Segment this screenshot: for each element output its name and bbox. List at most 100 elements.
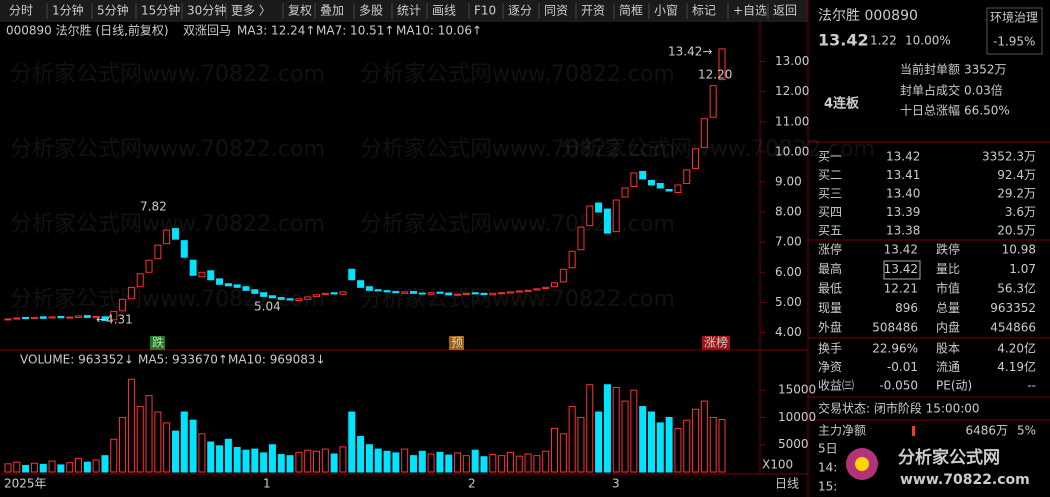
toolbar-button[interactable]: 叠加 xyxy=(320,4,344,18)
stat-label: 外盘 xyxy=(818,320,842,335)
candle xyxy=(189,259,197,276)
candle xyxy=(462,292,470,296)
toolbar-button[interactable]: 1分钟 xyxy=(52,3,84,18)
toolbar-button[interactable]: +自选 xyxy=(733,4,767,18)
price-annotation: ←4.31 xyxy=(96,313,133,327)
toolbar-button[interactable]: 同资 xyxy=(544,4,568,18)
toolbar-button[interactable]: 15分钟 xyxy=(141,3,180,18)
candle xyxy=(348,268,356,281)
candle xyxy=(418,292,426,295)
signal-marker: 预 xyxy=(451,336,463,350)
candle xyxy=(251,289,259,294)
candle xyxy=(136,273,144,288)
candle xyxy=(224,283,232,287)
sector-box xyxy=(986,7,1043,55)
volume-bar xyxy=(480,456,488,473)
watermark: 分析家公式网www.70822.com xyxy=(360,137,675,162)
candle xyxy=(436,291,444,294)
stat-value: 896 xyxy=(895,301,918,315)
candle xyxy=(656,182,664,189)
toolbar-button[interactable]: F10 xyxy=(474,4,496,18)
volume-bar xyxy=(127,378,135,473)
candle xyxy=(4,318,12,321)
volume-bar xyxy=(533,455,541,473)
toolbar-button[interactable]: 多股 xyxy=(359,4,383,18)
stat-value: 4.20亿 xyxy=(997,341,1036,356)
toolbar-button[interactable]: 30分钟 xyxy=(187,3,226,18)
bid-price: 13.40 xyxy=(886,187,920,201)
y-tick-label: 12.00 xyxy=(775,84,809,98)
toolbar-button[interactable]: 分时 xyxy=(9,4,33,18)
flow-value: 6486万 xyxy=(965,424,1008,438)
volume-bar xyxy=(101,455,109,473)
volume-bar xyxy=(568,406,576,473)
candle xyxy=(542,286,550,290)
price-annotation: 7.82 xyxy=(140,200,167,214)
volume-bar xyxy=(207,441,215,473)
stat-label: 股本 xyxy=(936,342,960,356)
toolbar-button[interactable]: 简框 xyxy=(619,4,643,18)
volume-bar xyxy=(39,463,47,473)
candle xyxy=(498,292,506,295)
toolbar-button[interactable]: 更多 〉 xyxy=(231,4,271,18)
candle xyxy=(216,278,224,285)
candle xyxy=(295,298,303,302)
bid-label: 买二 xyxy=(818,168,842,182)
candle xyxy=(683,169,691,184)
bid-price: 13.42 xyxy=(886,150,920,164)
volume-bar xyxy=(268,444,276,473)
toolbar-button[interactable]: 返回 xyxy=(773,4,797,18)
signal-marker-box xyxy=(449,336,464,350)
signal-marker-box xyxy=(150,336,165,350)
date-label: 1 xyxy=(263,477,271,491)
y-tick-label: 8.00 xyxy=(775,205,802,219)
y-tick-label: 6.00 xyxy=(775,265,802,279)
bid-label: 买四 xyxy=(818,205,842,219)
candle xyxy=(489,292,497,296)
volume-bar xyxy=(119,416,127,473)
candle xyxy=(595,202,603,213)
bid-volume: 92.4万 xyxy=(997,168,1036,182)
date-label: 2 xyxy=(468,477,476,491)
y-tick-label: 15000 xyxy=(778,383,816,397)
toolbar-button[interactable]: 标记 xyxy=(692,4,716,18)
flow-bar xyxy=(912,426,915,436)
toolbar-button[interactable]: 画线 xyxy=(432,4,456,18)
volume-bar xyxy=(577,416,585,473)
period-row: 14: xyxy=(818,461,837,475)
volume-bar xyxy=(330,453,338,473)
volume-bar xyxy=(198,433,206,473)
volume-unit: X100 xyxy=(762,458,793,472)
volume-bar xyxy=(189,419,197,473)
toolbar-button[interactable]: 复权 xyxy=(288,4,312,18)
candle xyxy=(127,286,135,300)
volume-bar xyxy=(683,419,691,473)
stat-value: 13.42 xyxy=(884,243,918,257)
toolbar-button[interactable]: 统计 xyxy=(397,4,421,18)
volume-bar xyxy=(647,411,655,473)
period-row: 15: xyxy=(818,480,837,494)
volume-bar xyxy=(709,416,717,473)
last-price: 13.42 xyxy=(818,31,869,50)
volume-bar xyxy=(321,448,329,473)
ma-label: MA7: 10.51↑ xyxy=(316,24,394,38)
toolbar-button[interactable]: 5分钟 xyxy=(97,3,129,18)
volume-bar xyxy=(595,411,603,473)
candle xyxy=(171,228,179,240)
toolbar-button[interactable]: 逐分 xyxy=(508,4,532,18)
chart-title: 000890 法尔胜 (日线,前复权) xyxy=(6,23,169,38)
stat-value: 4.19亿 xyxy=(997,359,1036,374)
volume-bar xyxy=(551,427,559,473)
candle xyxy=(286,298,294,301)
volume-bar xyxy=(489,454,497,473)
toolbar xyxy=(0,0,808,22)
watermark: 分析家公式网www.70822.com xyxy=(360,62,675,87)
candle xyxy=(630,172,638,187)
stat-value: -0.01 xyxy=(887,360,918,374)
candle xyxy=(665,188,673,192)
stat-label: 跌停 xyxy=(936,242,960,257)
toolbar-button[interactable]: 小窗 xyxy=(654,4,678,18)
toolbar-button[interactable]: 开资 xyxy=(581,4,605,18)
bid-volume: 29.2万 xyxy=(997,187,1036,201)
